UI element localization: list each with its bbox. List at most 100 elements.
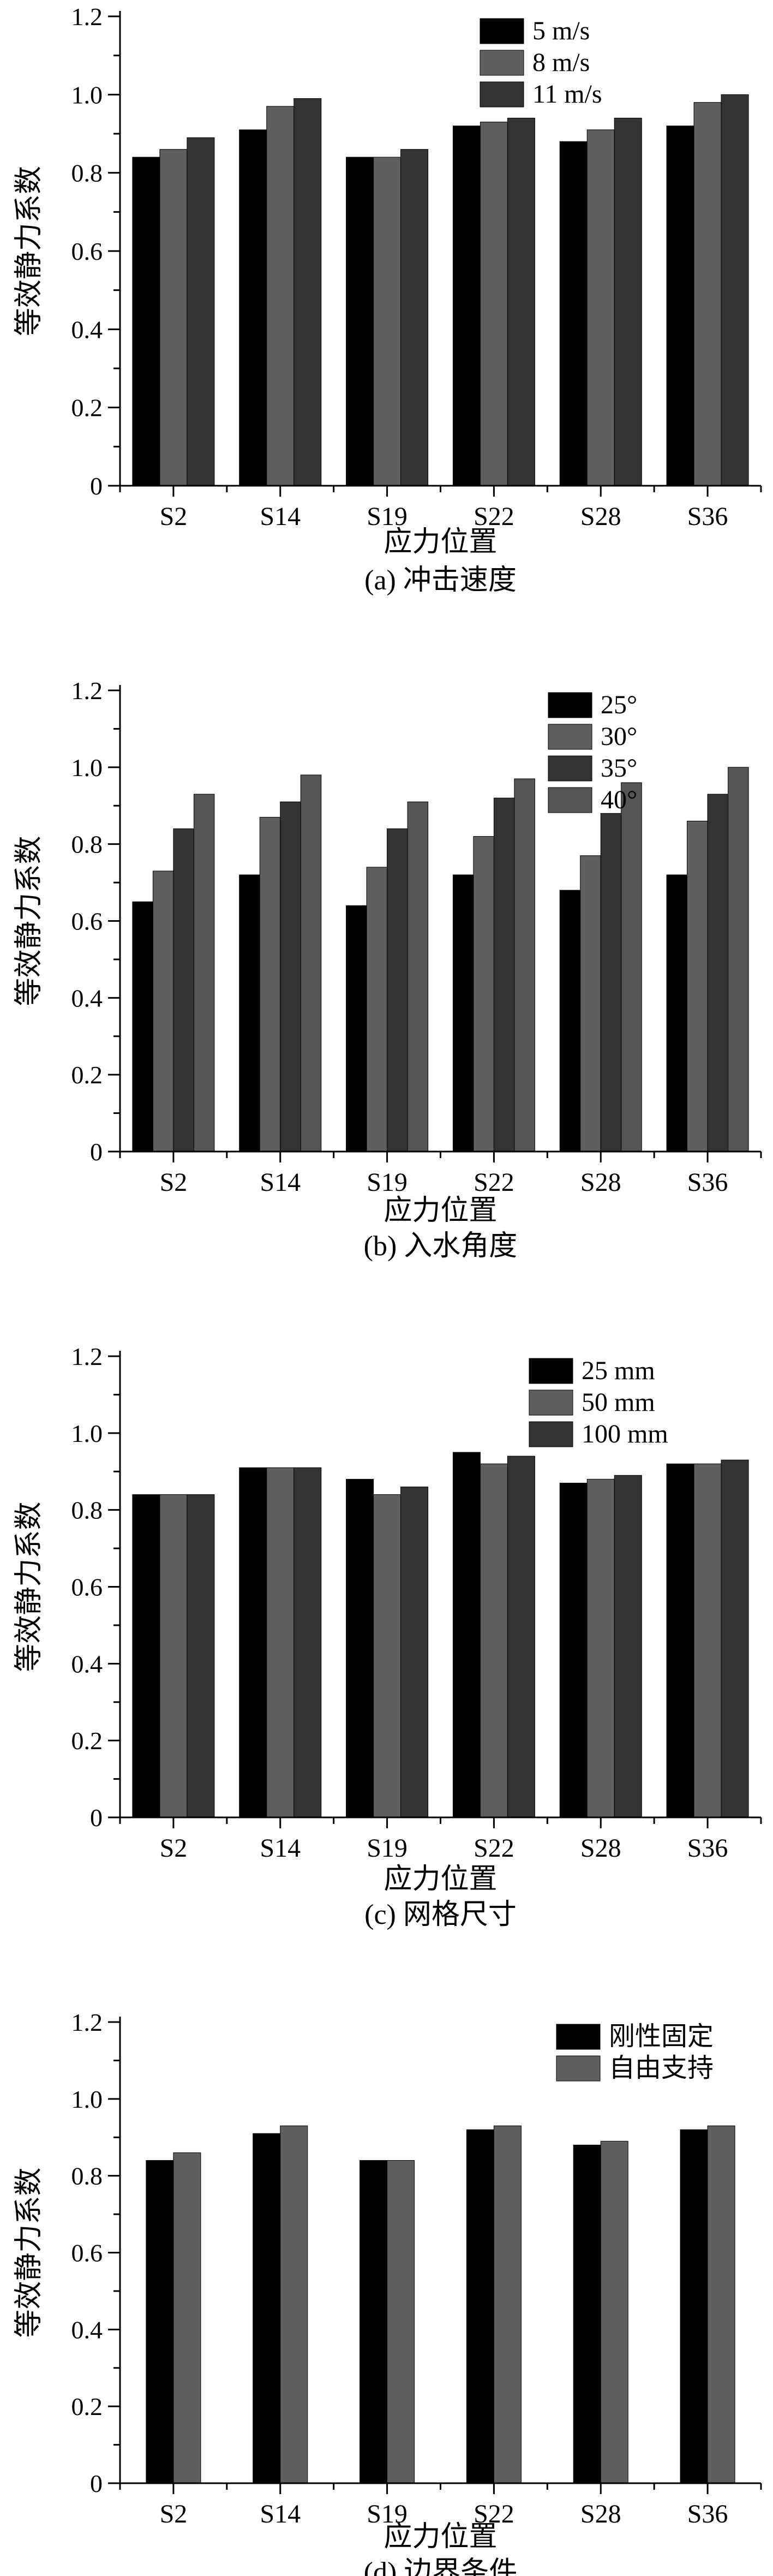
bar-s2-series-2 [159,1494,188,1818]
y-tick-label: 0 [90,1138,103,1166]
x-tick-label: S19 [367,502,408,531]
bar-s2-series-1 [132,901,153,1152]
y-tick-label: 0.6 [71,2239,103,2267]
bar-s36-series-3 [721,94,749,486]
bar-s14-series-2 [266,106,295,486]
x-tick-label: S28 [580,1168,621,1197]
panel-caption: (a) 冲击速度 [364,565,517,596]
bar-s22-series-2 [480,1463,508,1818]
x-axis-label: 应力位置 [383,527,497,558]
y-tick-label: 0.8 [71,159,103,187]
x-tick-label: S22 [474,502,514,531]
bar-s28-series-1 [573,2144,601,2484]
x-tick-label: S28 [580,502,621,531]
bar-s19-series-1 [346,1478,374,1818]
legend-swatch-1 [556,2024,601,2050]
bar-s14-series-1 [239,1467,267,1818]
bar-s28-series-2 [600,2140,628,2484]
bar-s2-series-2 [159,149,188,486]
y-tick-label: 1.2 [71,677,103,705]
x-tick-label: S22 [474,1834,514,1863]
x-tick-label: S14 [260,1168,301,1197]
x-tick-label: S19 [367,1168,408,1197]
legend-label: 25° [601,690,637,719]
y-tick-label: 1.0 [71,81,103,109]
y-tick-label: 1.0 [71,2085,103,2113]
y-tick-label: 0.6 [71,908,103,935]
chart-panel-d: 0 0.2 0.4 0.6 0.8 1.0 1.2 S2 S14 S19 S22 S28 S36 等效静力… [14,2008,762,2576]
y-axis-label: 等效静力系数 [14,836,45,1006]
chart-panel-c: 0 0.2 0.4 0.6 0.8 1.0 1.2 S2 S14 S19 S22 S28 S36 等效静力… [14,1343,762,1930]
bar-s19-series-2 [373,157,402,486]
y-tick-label: 0.8 [71,831,103,858]
bar-s14-series-1 [239,129,267,486]
x-tick-label: S2 [160,1168,188,1197]
x-tick-label: S14 [260,1834,301,1863]
y-tick-label: 0.8 [71,1496,103,1524]
y-tick-label: 0.6 [71,237,103,265]
bar-s36-series-3 [707,794,729,1152]
y-tick-label: 0.2 [71,1061,103,1089]
bar-s14-series-2 [280,2125,308,2484]
legend-swatch-3 [529,1421,573,1447]
bar-s14-series-3 [280,801,301,1152]
bar-s2-series-2 [152,870,174,1152]
y-axis-label: 等效静力系数 [14,1501,45,1672]
y-tick-label: 0.4 [71,315,103,343]
x-axis-label: 应力位置 [383,2521,497,2553]
bar-s36-series-2 [693,102,722,486]
y-tick-label: 1.2 [71,1343,103,1370]
bar-s28-series-1 [559,1482,588,1818]
panel-caption: (c) 网格尺寸 [364,1899,517,1930]
legend-label: 25 mm [582,1356,655,1385]
y-tick-label: 1.2 [71,3,103,31]
legend-swatch-4 [548,787,592,813]
legend-swatch-2 [529,1390,573,1416]
bar-s19-series-2 [387,2160,415,2484]
bar-s22-series-3 [507,1456,535,1818]
bar-s19-series-3 [400,149,429,486]
bar-s2-series-1 [132,1494,160,1818]
bar-s19-series-1 [346,157,374,486]
bar-s14-series-1 [253,2133,281,2484]
bar-s28-series-2 [586,1478,615,1818]
chart-panel-b: 0 0.2 0.4 0.6 0.8 1.0 1.2 S2 S14 S19 S22 S28 S36 等效静力… [14,677,762,1262]
bar-s36-series-3 [721,1459,749,1818]
bar-s28-series-2 [580,855,601,1152]
bar-s28-series-1 [559,890,581,1152]
x-tick-label: S28 [580,1834,621,1863]
bar-s22-series-1 [466,2129,494,2484]
x-tick-label: S28 [580,2500,621,2529]
bar-s19-series-3 [387,828,408,1152]
bar-s22-series-2 [473,836,494,1152]
x-tick-label: S36 [687,502,728,531]
x-tick-label: S36 [687,1168,728,1197]
bar-s36-series-1 [666,874,688,1152]
x-tick-label: S14 [260,502,301,531]
bar-s28-series-2 [586,129,615,486]
bar-s2-series-3 [187,1494,215,1818]
y-tick-label: 0.2 [71,394,103,422]
bar-s2-series-4 [193,794,215,1152]
bar-s36-series-1 [666,126,694,486]
panel-caption: (d) 边界条件 [364,2557,518,2576]
y-tick-label: 1.2 [71,2008,103,2036]
legend-swatch-1 [529,1358,573,1384]
bar-s22-series-2 [493,2125,522,2484]
x-tick-label: S2 [160,502,188,531]
bar-s14-series-4 [300,774,322,1152]
bar-s14-series-3 [293,98,322,486]
x-tick-label: S2 [160,1834,188,1863]
bar-s36-series-1 [666,1463,694,1818]
bar-s19-series-2 [366,867,388,1152]
x-tick-label: S14 [260,2500,301,2529]
legend-label: 100 mm [582,1420,668,1448]
legend-swatch-3 [548,755,592,782]
legend-swatch-1 [548,692,592,718]
bar-s28-series-3 [600,813,622,1152]
x-axis-label: 应力位置 [383,1864,497,1895]
y-tick-label: 0.6 [71,1573,103,1601]
bar-s22-series-1 [452,874,474,1152]
bar-s19-series-4 [407,801,429,1152]
bar-s22-series-4 [514,778,535,1152]
